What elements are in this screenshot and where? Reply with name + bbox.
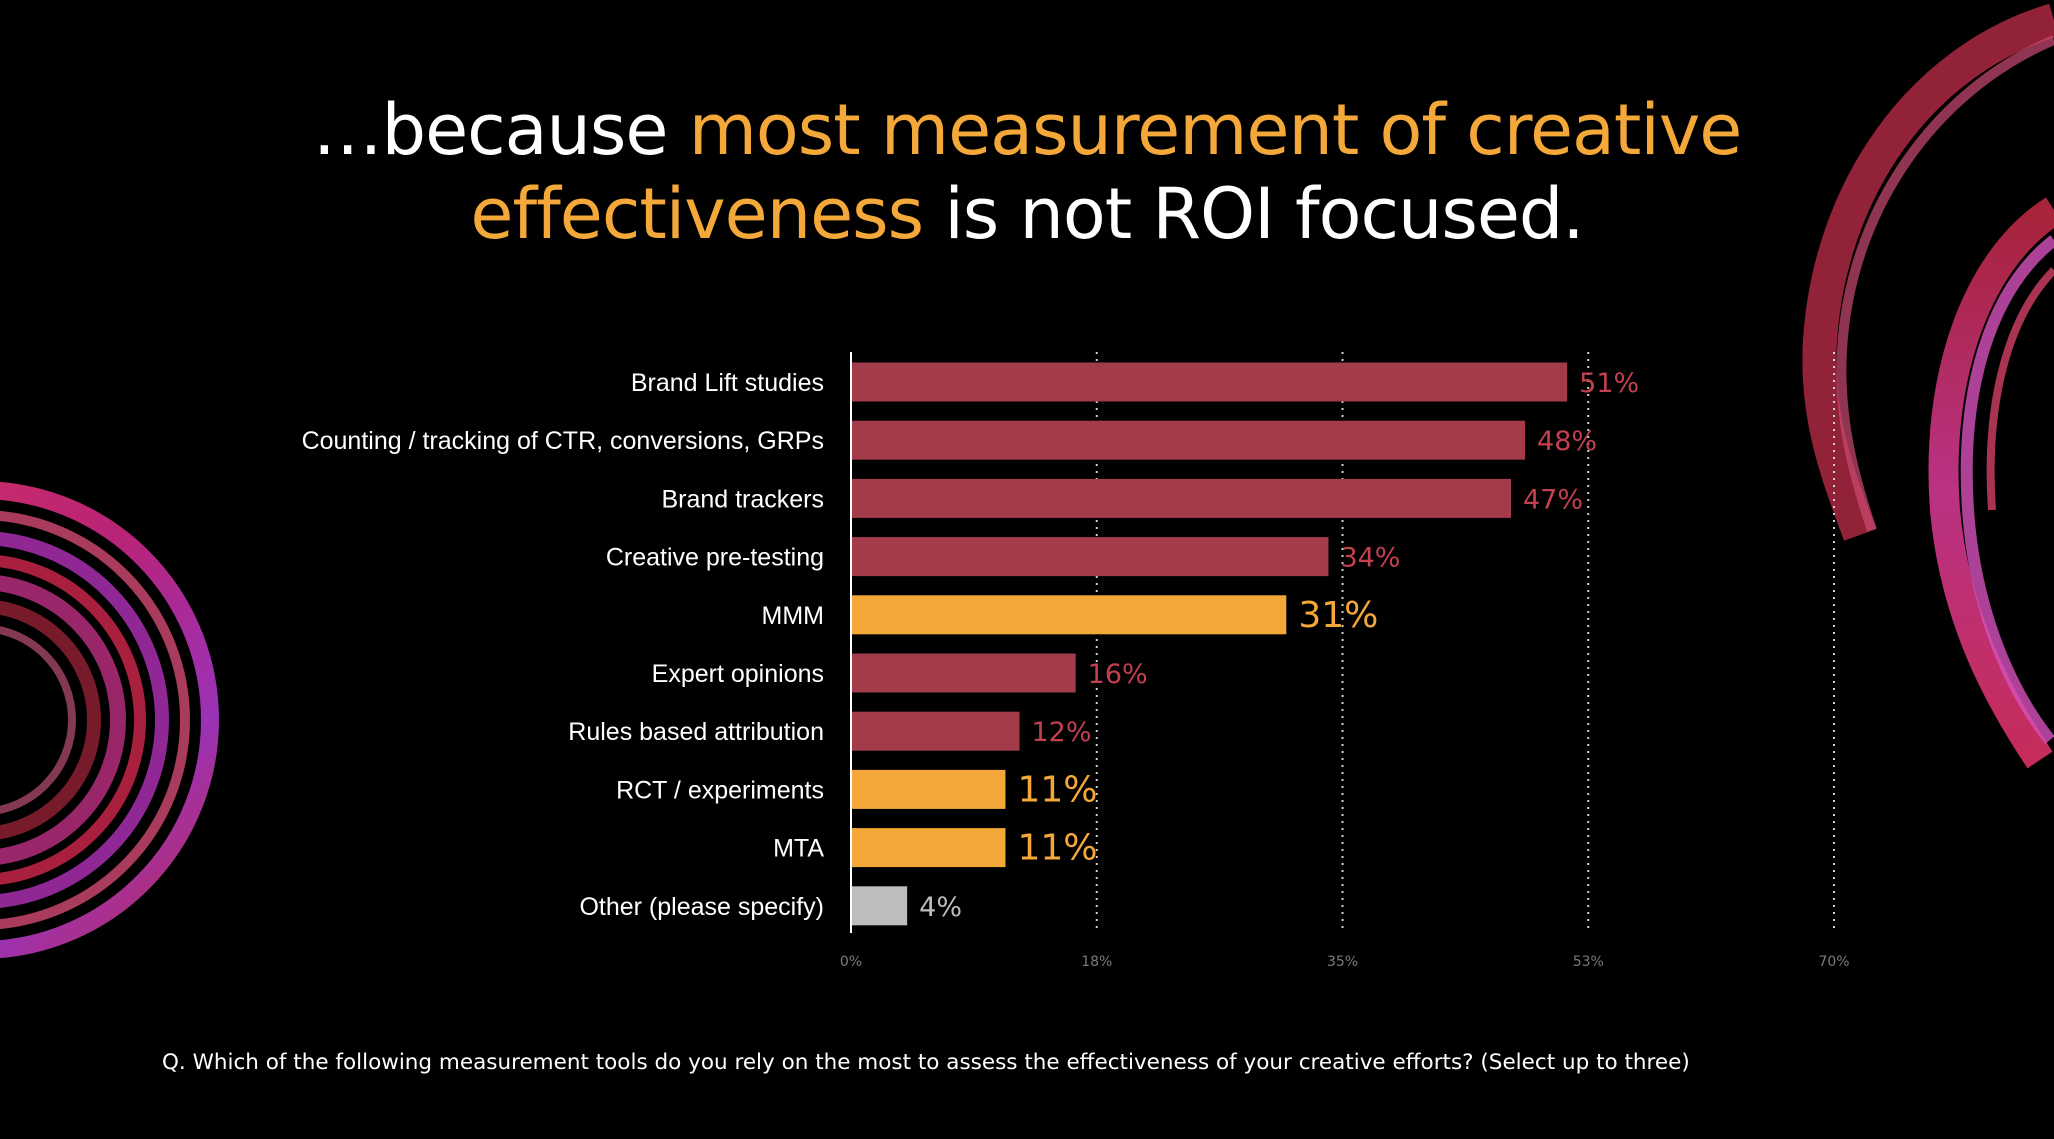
left-swirl bbox=[0, 481, 219, 959]
category-label: RCT / experiments bbox=[616, 776, 824, 804]
x-tick-label: 70% bbox=[1818, 954, 1849, 970]
x-tick-label: 0% bbox=[840, 954, 862, 970]
x-tick-label: 18% bbox=[1081, 954, 1112, 970]
bar bbox=[852, 828, 1006, 868]
data-label: 16% bbox=[1088, 659, 1148, 690]
bar bbox=[852, 537, 1329, 577]
data-label: 11% bbox=[1017, 828, 1097, 869]
data-label: 4% bbox=[919, 892, 962, 923]
bar bbox=[852, 478, 1512, 518]
data-label: 48% bbox=[1537, 426, 1597, 457]
title-suffix: is not ROI focused. bbox=[923, 173, 1584, 255]
data-label: 12% bbox=[1032, 717, 1092, 748]
category-label: MMM bbox=[762, 602, 824, 630]
slide-title: …because most measurement of creative ef… bbox=[0, 88, 2054, 256]
right-swirl bbox=[1802, 3, 2054, 769]
bar bbox=[852, 769, 1006, 809]
data-label: 11% bbox=[1017, 769, 1097, 810]
title-highlight-1: most measurement of creative bbox=[688, 89, 1743, 171]
data-label: 31% bbox=[1298, 595, 1378, 636]
data-label: 51% bbox=[1579, 368, 1639, 399]
x-tick-label: 53% bbox=[1573, 954, 1604, 970]
bar bbox=[852, 595, 1287, 635]
bar bbox=[852, 886, 908, 926]
category-label: Brand trackers bbox=[661, 485, 824, 513]
bar bbox=[852, 711, 1020, 751]
title-highlight-2: effectiveness bbox=[470, 173, 924, 255]
category-label: Other (please specify) bbox=[579, 893, 824, 921]
title-line-1: …because most measurement of creative bbox=[0, 88, 2054, 172]
bar bbox=[852, 653, 1076, 693]
x-tick-label: 35% bbox=[1327, 954, 1358, 970]
category-label: Creative pre-testing bbox=[606, 544, 824, 572]
bar bbox=[852, 362, 1568, 402]
category-label: Counting / tracking of CTR, conversions,… bbox=[302, 427, 824, 455]
title-line-2: effectiveness is not ROI focused. bbox=[0, 172, 2054, 256]
title-prefix: …because bbox=[312, 89, 689, 171]
data-label: 34% bbox=[1340, 543, 1400, 574]
category-label: Brand Lift studies bbox=[631, 369, 824, 397]
category-label: Rules based attribution bbox=[568, 718, 824, 746]
category-label: MTA bbox=[773, 835, 824, 863]
bar bbox=[852, 420, 1526, 460]
survey-question-footnote: Q. Which of the following measurement to… bbox=[162, 1050, 1690, 1075]
data-label: 47% bbox=[1523, 484, 1583, 515]
category-label: Expert opinions bbox=[652, 660, 824, 688]
